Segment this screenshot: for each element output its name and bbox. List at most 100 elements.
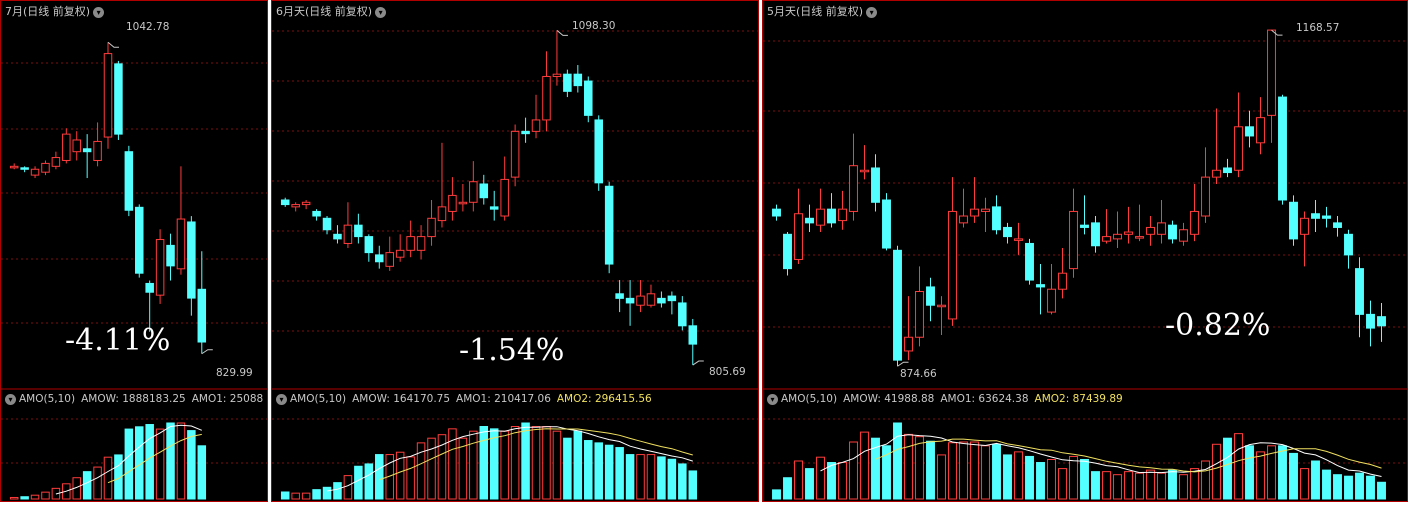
candle [827,193,836,228]
candle-body [1278,96,1287,201]
volume-bar [145,424,154,500]
candle-body [1344,233,1353,256]
volume-bar [1234,433,1243,500]
candle [197,251,207,354]
candle-body [301,201,311,206]
candle-body [469,181,478,203]
chevron-down-icon[interactable]: ▾ [93,6,105,18]
candle-body [333,233,342,240]
volume-bar [291,492,300,500]
chart-canvas [272,29,758,500]
panel-title[interactable]: 7月(日线 前复权) ▾ [5,3,105,19]
amo1-value: AMO1: 63624.38 [940,393,1029,405]
high-pointer [107,41,119,48]
candle-body [510,130,520,178]
amo-ma10-line [107,433,202,484]
candle [678,296,687,331]
volume-bar [1080,458,1089,500]
volume-bar [1146,469,1155,500]
candle [354,213,363,244]
indicator-name[interactable]: AMO(5,10) [290,393,347,405]
candle-body [187,221,196,299]
candle [1311,200,1320,233]
candle [584,76,593,123]
candle [970,177,979,223]
candle [1333,216,1342,237]
candle [1135,204,1144,242]
candle-body [563,73,572,92]
candle [838,190,847,230]
candle [1300,211,1309,267]
volume-bar [573,430,583,500]
candle [882,193,891,251]
chevron-down-icon[interactable]: ▾ [866,6,878,18]
volume-bar [448,428,457,500]
candle-body [783,233,792,270]
candle [783,232,792,276]
candle-body [1124,231,1133,235]
candle-body [521,130,530,135]
candle [646,284,656,308]
candle [1223,158,1232,178]
volume-bar [657,456,666,500]
candle [176,166,186,275]
volume-bar [646,454,656,500]
chevron-down-icon[interactable]: ▾ [276,393,287,405]
panel-title-text: 6月天(日线 前复权) [276,5,373,18]
candle-body [827,208,836,224]
volume-bar [354,465,363,500]
candle-body [959,215,968,224]
candle-body [1377,316,1386,327]
candle [860,145,869,180]
candle-body [531,119,541,132]
candle [636,280,645,313]
volume-bar [915,436,924,500]
chevron-down-icon[interactable]: ▾ [375,6,387,18]
candle [573,65,583,93]
candle-body [1003,226,1012,238]
candle-body [1080,224,1089,228]
candle-body [416,236,426,251]
panel-title[interactable]: 5月天(日线 前复权) ▾ [767,3,878,19]
candle-body [657,297,666,304]
volume-bar [1223,437,1232,500]
candle-body [882,199,891,249]
high-price-label: 1098.30 [572,20,616,32]
candle-body [893,249,902,361]
candle-body [155,239,165,296]
candle-body [794,213,803,260]
volume-bar [584,440,593,500]
candle [72,131,81,161]
volume-bar [416,442,426,500]
volume-bar [678,463,687,500]
volume-indicator-bar: ▾ AMO(5,10) AMOW: 1888183.25 AMO1: 25088 [5,393,263,405]
indicator-name[interactable]: AMO(5,10) [781,393,838,405]
candle [155,229,165,304]
volume-bar [1355,472,1364,500]
candle [959,188,968,228]
candle [1003,222,1012,244]
candle [406,220,415,258]
candle [992,195,1001,235]
amo-ma5-line [55,424,202,495]
candle [1113,211,1122,249]
chevron-down-icon[interactable]: ▾ [767,393,778,405]
indicator-name[interactable]: AMO(5,10) [19,393,76,405]
candle [849,133,858,221]
candle-body [145,282,154,293]
volume-bar [82,471,92,500]
chevron-down-icon[interactable]: ▾ [5,393,16,405]
candle-body [500,178,509,217]
volume-bar [1190,468,1199,500]
candle [1102,209,1111,244]
candle [594,115,603,191]
volume-bar [489,428,499,500]
volume-bar [103,456,113,500]
volume-bar [948,442,957,500]
amo-ma10-line [875,438,1382,473]
candle [1278,94,1287,205]
candle-body [489,206,499,210]
volume-bar [155,428,165,500]
volume-bar [688,470,698,500]
panel-title[interactable]: 6月天(日线 前复权) ▾ [276,3,387,19]
